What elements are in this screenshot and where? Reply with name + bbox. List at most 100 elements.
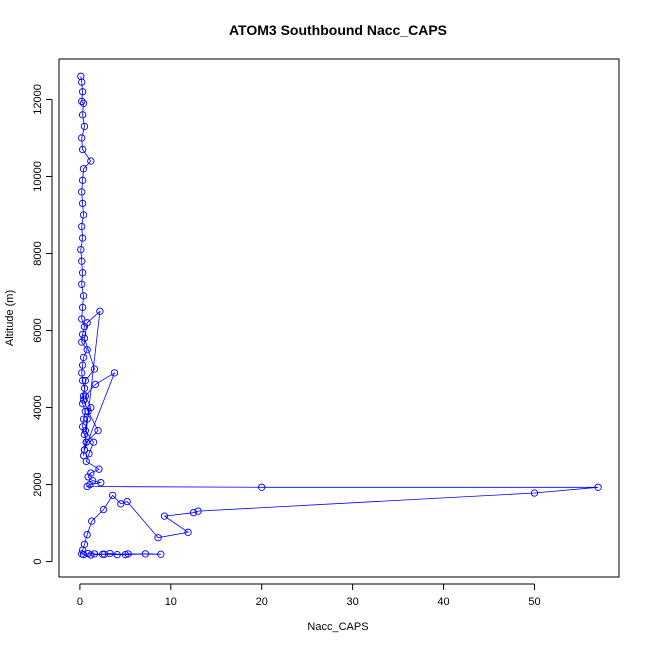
data-point: [95, 465, 103, 473]
data-point: [91, 380, 100, 389]
data-point: [83, 346, 91, 354]
data-point: [87, 403, 95, 412]
y-tick-label: 8000: [32, 241, 44, 265]
data-point: [78, 88, 87, 96]
data-point: [117, 500, 125, 508]
data-point: [78, 303, 87, 312]
data-point: [82, 457, 90, 466]
x-tick-label: 10: [165, 596, 177, 608]
data-point: [79, 99, 88, 107]
data-point: [141, 550, 150, 558]
data-point: [77, 245, 85, 254]
data-point: [78, 269, 87, 277]
data-point: [81, 427, 90, 435]
x-axis-label: Nacc_CAPS: [307, 621, 368, 633]
data-point: [87, 157, 95, 165]
data-point: [113, 551, 121, 559]
data-point: [121, 551, 130, 559]
data-point: [194, 507, 202, 515]
y-axis-label: Altitude (m): [4, 290, 16, 346]
data-point: [81, 407, 90, 416]
data-point: [96, 307, 104, 315]
y-tick-label: 10000: [32, 161, 44, 192]
data-point: [78, 145, 87, 154]
data-point: [84, 473, 92, 481]
data-point: [100, 550, 109, 558]
data-point: [89, 438, 98, 446]
data-point: [78, 134, 86, 142]
data-point: [78, 376, 87, 385]
data-point: [98, 550, 107, 558]
data-point: [79, 415, 88, 423]
data-point: [78, 97, 86, 106]
data-point: [530, 489, 539, 497]
data-point: [83, 482, 91, 491]
data-point: [124, 550, 132, 558]
x-tick-label: 50: [528, 596, 540, 608]
data-point: [77, 72, 85, 80]
data-point: [78, 222, 86, 231]
data-point: [78, 188, 86, 196]
data-point: [83, 415, 91, 423]
data-point: [79, 396, 88, 404]
x-axis: 0 10 20 30 40 50: [77, 583, 541, 608]
y-tick-label: 0: [32, 559, 44, 565]
data-point: [78, 315, 86, 323]
x-tick-label: 30: [347, 596, 359, 608]
data-point: [184, 528, 192, 536]
data-point: [108, 491, 117, 500]
data-point: [79, 165, 88, 173]
data-point: [106, 549, 114, 558]
data-point: [123, 497, 131, 506]
data-point: [79, 292, 88, 300]
x-tick-label: 20: [256, 596, 268, 608]
data-point: [97, 478, 105, 487]
data-point: [80, 384, 89, 392]
data-point: [78, 199, 87, 208]
data-point: [78, 361, 87, 369]
data-point: [594, 483, 602, 491]
data-point: [94, 427, 102, 435]
data-point: [81, 376, 90, 385]
data-point: [90, 365, 99, 373]
data-point: [78, 400, 87, 408]
data-point: [81, 392, 90, 400]
data-point: [79, 353, 88, 362]
data-point: [79, 392, 88, 400]
data-point: [85, 450, 93, 458]
y-axis: 0 2000 4000 6000 8000 10000 12000: [32, 84, 53, 565]
x-tick-label: 40: [437, 596, 449, 608]
x-tick-label: 0: [77, 596, 83, 608]
data-point: [110, 369, 119, 377]
data-point: [78, 280, 86, 288]
series-layer: [77, 72, 602, 559]
data-point: [157, 550, 165, 558]
data-point: [79, 551, 88, 559]
y-tick-label: 4000: [32, 395, 44, 419]
data-point: [78, 78, 86, 86]
data-point: [78, 546, 87, 554]
y-tick-label: 12000: [32, 84, 44, 115]
data-point: [79, 211, 88, 219]
data-point: [154, 534, 162, 542]
data-point: [84, 549, 92, 558]
data-point: [258, 483, 266, 491]
data-point: [78, 234, 87, 242]
plot-frame: [58, 58, 620, 578]
data-point: [80, 334, 89, 342]
data-point: [78, 257, 86, 265]
data-point: [99, 505, 108, 514]
series-line: [80, 76, 599, 556]
data-point: [78, 369, 86, 377]
y-tick-label: 2000: [32, 472, 44, 496]
data-point: [160, 512, 169, 520]
data-point: [82, 438, 90, 446]
data-point: [88, 517, 96, 525]
y-tick-label: 6000: [32, 318, 44, 342]
data-point: [83, 530, 91, 539]
data-point: [78, 111, 87, 119]
data-point: [78, 330, 87, 339]
chart-title: ATOM3 Southbound Nacc_CAPS: [229, 22, 447, 38]
data-point: [80, 446, 89, 454]
data-point: [83, 319, 91, 327]
